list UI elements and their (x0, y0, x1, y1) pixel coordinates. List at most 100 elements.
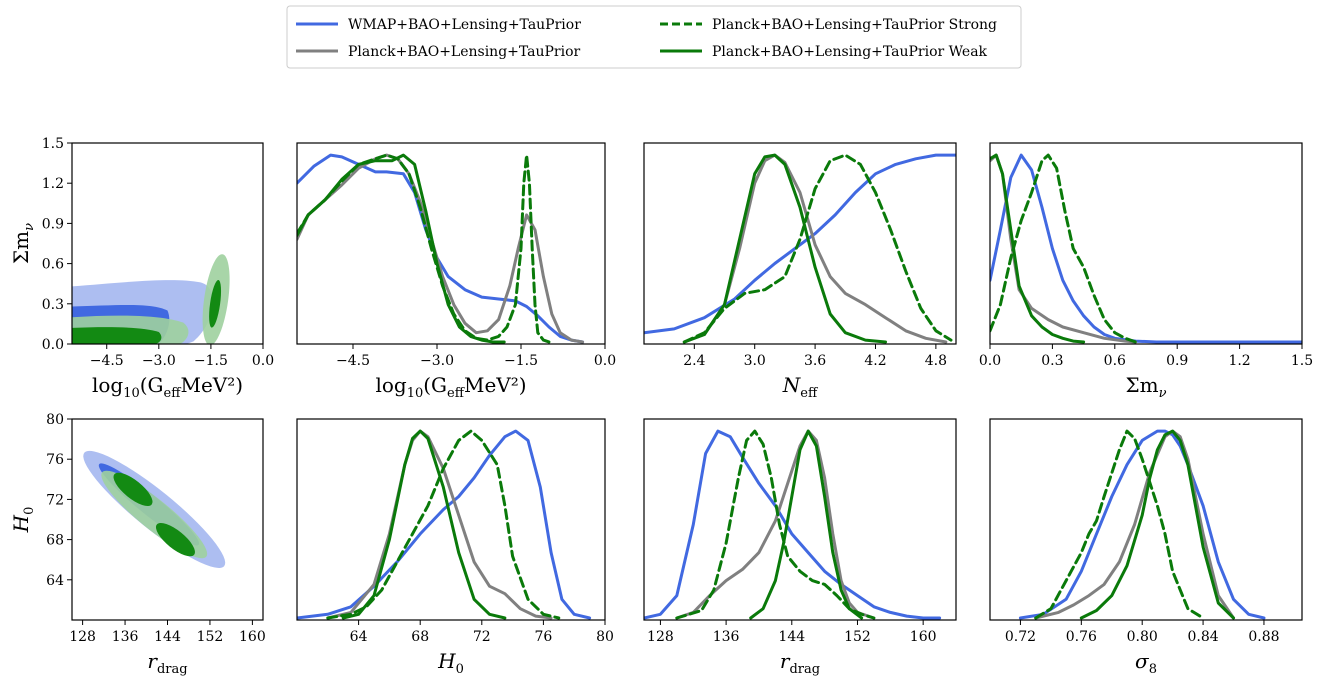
x-tick-label: 0.3 (1041, 353, 1063, 369)
panels: −4.5 −3.0 −1.5 0.0 0.0 0.3 0.6 0.9 1.2 1.5 log10(G… (9, 136, 1313, 677)
x-tick-label: 76 (534, 629, 552, 645)
green-strong-contour-68 (155, 522, 195, 557)
series-strong-line (326, 429, 561, 620)
x-tick-label: 0.80 (1127, 629, 1158, 645)
y-tick-label: 0.6 (42, 257, 64, 273)
series-planck-line (675, 429, 876, 620)
x-tick-label: −1.5 (504, 353, 538, 369)
green-contour-68 (72, 327, 162, 344)
x-tick-label: 3.0 (744, 353, 766, 369)
panel-7: 0.72 0.76 0.80 0.84 0.88 σ8 (989, 418, 1303, 677)
x-axis-label-7: σ8 (1135, 649, 1157, 677)
panel-6: 128 136 144 152 160 rdrag (643, 418, 957, 677)
x-tick-label: 80 (596, 629, 614, 645)
x-tick-label: 3.6 (804, 353, 826, 369)
panel-1: −4.5 −3.0 −1.5 0.0 log10(GeffMeV²) (296, 142, 616, 401)
y-tick-label: 72 (46, 492, 64, 508)
x-tick-label: 160 (239, 629, 266, 645)
x-tick-label: 0.76 (1066, 629, 1097, 645)
series-strong-line (990, 153, 1138, 344)
series-wmap-line (1018, 429, 1266, 620)
y-tick-label: 64 (46, 573, 64, 589)
x-tick-label: −3.0 (420, 353, 454, 369)
y-tick-label: 80 (46, 412, 64, 428)
y-tick-label: 68 (46, 533, 64, 549)
y-axis-label-0: Σmν (9, 223, 37, 264)
x-axis-label-4: rdrag (147, 649, 187, 677)
x-tick-label: −3.0 (142, 353, 176, 369)
legend: WMAP+BAO+Lensing+TauPrior Planck+BAO+Lens… (286, 5, 1022, 69)
x-tick-label: 136 (713, 629, 740, 645)
x-tick-label: 152 (844, 629, 871, 645)
axes-frame-5 (296, 418, 606, 621)
x-tick-label: 0.0 (252, 353, 274, 369)
plot-area-5 (297, 429, 592, 620)
legend-entry-1: Planck+BAO+Lensing+TauPrior (348, 44, 581, 60)
series-planck-line (326, 429, 553, 620)
y-tick-label: 76 (46, 452, 64, 468)
x-axis-label-0: log10(GeffMeV²) (92, 373, 243, 401)
axes-frame-6 (643, 418, 957, 621)
x-tick-label: 1.5 (1291, 353, 1313, 369)
axes-frame-0 (71, 142, 264, 345)
x-tick-label: 0.0 (594, 353, 616, 369)
plot-area-2 (644, 153, 956, 344)
series-planck-line (990, 153, 1138, 344)
panel-5: 64 68 72 76 80 H0 (296, 418, 614, 677)
x-tick-label: 160 (910, 629, 937, 645)
x-tick-label: 128 (647, 629, 674, 645)
series-wmap-line (297, 153, 585, 344)
x-tick-label: 128 (69, 629, 96, 645)
series-wmap-line (644, 429, 942, 620)
x-axis-label-1: log10(GeffMeV²) (375, 373, 526, 401)
x-tick-label: 136 (112, 629, 139, 645)
x-tick-label: 4.8 (925, 353, 947, 369)
x-tick-label: 2.4 (683, 353, 705, 369)
x-axis-label-5: H0 (437, 649, 464, 677)
series-wmap-line (297, 429, 592, 620)
panel-0: −4.5 −3.0 −1.5 0.0 0.0 0.3 0.6 0.9 1.2 1.5 log10(G… (9, 136, 274, 401)
green-weak-contour-68 (113, 472, 153, 506)
x-tick-label: 0.72 (1005, 629, 1036, 645)
series-strong-line (675, 429, 876, 620)
series-planck-line (297, 153, 585, 344)
series-weak-line (1079, 429, 1235, 620)
x-tick-label: 4.2 (864, 353, 886, 369)
panel-3: 0.0 0.3 0.6 0.9 1.2 1.5 Σmν (979, 142, 1313, 401)
y-tick-label: 0.9 (42, 216, 64, 232)
y-tick-label: 1.5 (42, 136, 64, 152)
x-axis-label-6: rdrag (780, 649, 820, 677)
x-tick-label: 64 (350, 629, 368, 645)
x-axis-label-3: Σmν (1125, 373, 1166, 401)
legend-entry-2: Planck+BAO+Lensing+TauPrior Strong (712, 17, 997, 33)
legend-entry-0: WMAP+BAO+Lensing+TauPrior (348, 17, 581, 33)
x-axis-label-2: Neff (782, 373, 819, 401)
axes-frame-7 (989, 418, 1303, 621)
x-tick-label: −4.5 (336, 353, 370, 369)
series-wmap-line (990, 153, 1302, 344)
series-weak-line (297, 153, 506, 344)
axes-frame-3 (989, 142, 1303, 345)
x-tick-label: 0.9 (1166, 353, 1188, 369)
green-contour-95 (101, 470, 208, 559)
series-wmap-line (644, 153, 956, 335)
y-tick-label: 0.0 (42, 337, 64, 353)
x-tick-label: 144 (778, 629, 805, 645)
green-strong-contour-68 (209, 280, 222, 328)
panel-2: 2.4 3.0 3.6 4.2 4.8 Neff (643, 142, 957, 401)
legend-frame (286, 5, 1022, 69)
y-axis-label-4: H0 (9, 507, 37, 534)
panel-4: 128 136 144 152 160 64 68 72 76 80 rdrag H0 (9, 412, 266, 677)
x-tick-label: 1.2 (1228, 353, 1250, 369)
x-tick-label: 0.84 (1187, 629, 1218, 645)
series-strong-line (297, 153, 551, 344)
series-weak-line (341, 429, 507, 620)
series-weak-line (682, 153, 887, 344)
y-tick-label: 0.3 (42, 297, 64, 313)
x-tick-label: 0.0 (979, 353, 1001, 369)
series-strong-line (682, 153, 953, 344)
plot-area-7 (1018, 429, 1266, 620)
x-tick-label: −1.5 (194, 353, 228, 369)
series-strong-line (1034, 429, 1205, 620)
